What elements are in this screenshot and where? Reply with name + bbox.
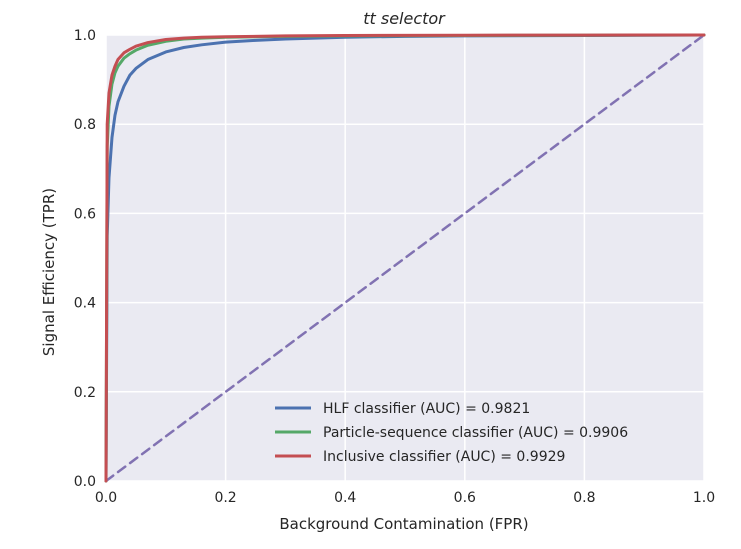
legend-label: Particle-sequence classifier (AUC) = 0.9…	[323, 425, 628, 441]
y-axis-label: Signal Efficiency (TPR)	[40, 188, 58, 356]
chart-title: tt selector	[363, 9, 446, 28]
x-axis-label: Background Contamination (FPR)	[279, 515, 528, 533]
x-tick-label: 0.4	[334, 490, 356, 506]
y-tick-labels: 0.0 0.2 0.4 0.6 0.8 1.0	[74, 28, 96, 490]
x-tick-label: 0.0	[95, 490, 117, 506]
y-tick-label: 0.2	[74, 385, 96, 401]
x-tick-label: 1.0	[693, 490, 715, 506]
y-tick-label: 0.4	[74, 296, 96, 312]
diagonal-reference-line	[104, 33, 706, 483]
grid-lines	[105, 34, 705, 482]
x-tick-label: 0.6	[454, 490, 476, 506]
x-tick-labels: 0.0 0.2 0.4 0.6 0.8 1.0	[95, 490, 715, 506]
legend-label: HLF classifier (AUC) = 0.9821	[323, 401, 530, 417]
series-line-2	[104, 33, 706, 483]
series-layer	[104, 33, 706, 483]
legend: HLF classifier (AUC) = 0.9821 Particle-se…	[275, 401, 628, 465]
x-tick-label: 0.2	[214, 490, 236, 506]
y-tick-label: 0.6	[74, 206, 96, 222]
y-tick-label: 0.0	[74, 474, 96, 490]
y-tick-label: 1.0	[74, 28, 96, 44]
legend-label: Inclusive classifier (AUC) = 0.9929	[323, 449, 565, 465]
y-tick-label: 0.8	[74, 117, 96, 133]
x-tick-label: 0.8	[573, 490, 595, 506]
